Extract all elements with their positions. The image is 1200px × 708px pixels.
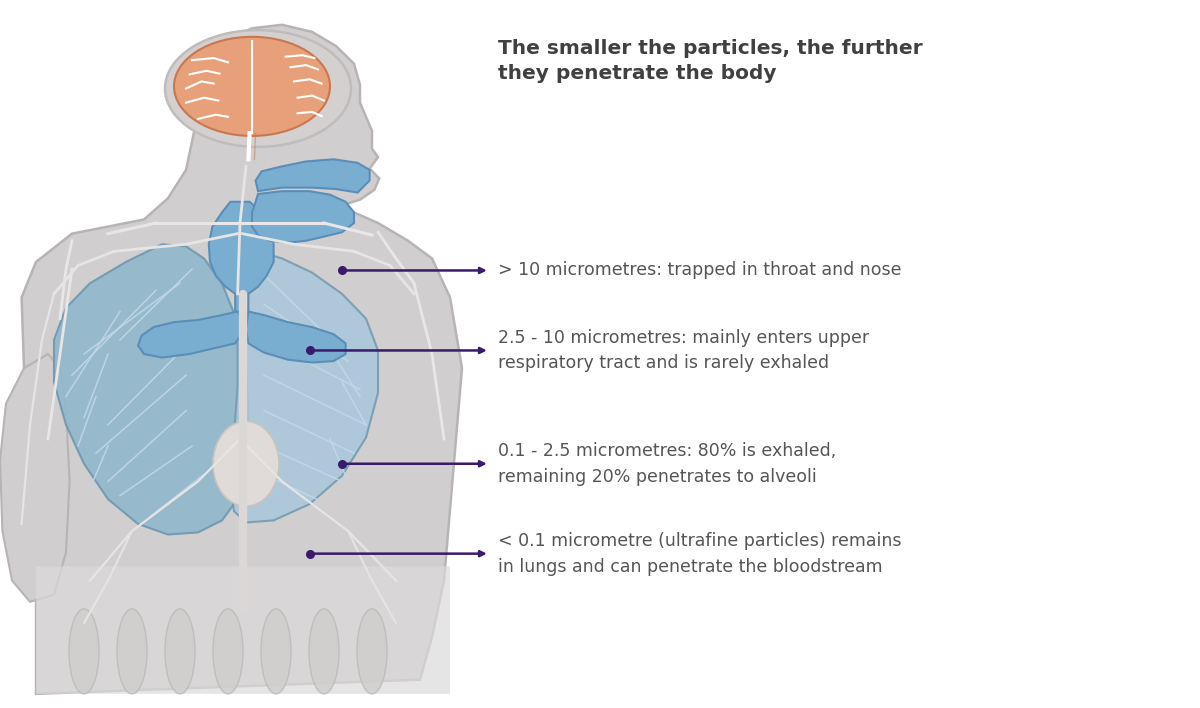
Ellipse shape [310, 609, 340, 694]
Polygon shape [252, 191, 354, 242]
Polygon shape [230, 251, 378, 523]
Ellipse shape [358, 609, 386, 694]
FancyBboxPatch shape [36, 566, 450, 694]
Ellipse shape [166, 30, 352, 147]
Polygon shape [138, 312, 244, 358]
Text: 0.1 - 2.5 micrometres: 80% is exhaled,
remaining 20% penetrates to alveoli: 0.1 - 2.5 micrometres: 80% is exhaled, r… [498, 442, 836, 486]
Polygon shape [256, 159, 370, 193]
Ellipse shape [118, 609, 148, 694]
Polygon shape [0, 354, 70, 602]
Polygon shape [209, 202, 274, 326]
Ellipse shape [214, 421, 278, 506]
Ellipse shape [262, 609, 292, 694]
Text: > 10 micrometres: trapped in throat and nose: > 10 micrometres: trapped in throat and … [498, 261, 901, 280]
Text: < 0.1 micrometre (ultrafine particles) remains
in lungs and can penetrate the bl: < 0.1 micrometre (ultrafine particles) r… [498, 532, 901, 576]
Ellipse shape [174, 37, 330, 136]
Text: 2.5 - 10 micrometres: mainly enters upper
respiratory tract and is rarely exhale: 2.5 - 10 micrometres: mainly enters uppe… [498, 329, 869, 372]
Ellipse shape [166, 609, 194, 694]
Ellipse shape [70, 609, 100, 694]
Polygon shape [22, 25, 462, 694]
Ellipse shape [214, 609, 242, 694]
Text: The smaller the particles, the further
they penetrate the body: The smaller the particles, the further t… [498, 39, 923, 83]
Polygon shape [246, 312, 346, 362]
Polygon shape [54, 244, 248, 535]
